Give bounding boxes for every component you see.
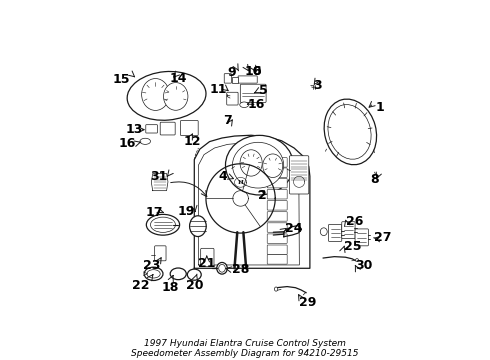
Ellipse shape [225,135,294,195]
FancyBboxPatch shape [267,190,287,199]
Text: 30: 30 [355,259,373,272]
Text: 2: 2 [258,189,267,202]
Text: 11: 11 [210,83,227,96]
Text: 31: 31 [150,170,168,183]
Ellipse shape [150,217,175,233]
FancyBboxPatch shape [267,179,287,188]
Ellipse shape [142,78,170,111]
Text: 28: 28 [232,263,249,276]
Ellipse shape [263,154,283,177]
Text: 7: 7 [223,114,232,127]
Ellipse shape [274,287,278,291]
Text: 20: 20 [186,279,204,292]
Text: 15: 15 [113,73,130,86]
FancyBboxPatch shape [155,246,166,261]
FancyBboxPatch shape [201,248,214,267]
Text: 16: 16 [247,98,265,111]
Text: 18: 18 [162,281,179,294]
Ellipse shape [374,175,377,178]
FancyBboxPatch shape [146,125,157,133]
FancyBboxPatch shape [267,255,287,264]
Text: 6: 6 [252,66,261,78]
Ellipse shape [217,262,227,274]
Text: H: H [238,180,244,185]
Text: 10: 10 [245,66,263,78]
FancyBboxPatch shape [267,223,287,232]
Ellipse shape [147,270,160,278]
Text: 5: 5 [259,84,268,97]
FancyBboxPatch shape [267,158,287,167]
Text: 14: 14 [170,72,187,85]
Text: 4: 4 [219,170,227,183]
Ellipse shape [144,267,163,280]
FancyBboxPatch shape [267,212,287,221]
Text: 12: 12 [183,135,201,148]
Text: 21: 21 [198,257,216,270]
Text: 22: 22 [132,279,149,292]
Ellipse shape [240,150,262,176]
FancyBboxPatch shape [355,229,368,246]
FancyBboxPatch shape [238,76,257,83]
Text: 27: 27 [374,231,391,244]
Ellipse shape [170,268,186,280]
FancyBboxPatch shape [232,77,238,83]
Ellipse shape [232,142,284,188]
FancyBboxPatch shape [227,92,238,105]
FancyBboxPatch shape [267,245,287,255]
Text: 25: 25 [344,240,362,253]
Text: 9: 9 [227,66,236,79]
Ellipse shape [127,72,206,120]
FancyBboxPatch shape [267,168,287,177]
Ellipse shape [328,104,371,159]
FancyBboxPatch shape [267,234,287,243]
FancyBboxPatch shape [328,225,342,242]
Text: 16: 16 [118,137,136,150]
FancyBboxPatch shape [180,121,198,135]
Ellipse shape [240,102,248,108]
Text: 1997 Hyundai Elantra Cruise Control System
Speedometer Assembly Diagram for 9421: 1997 Hyundai Elantra Cruise Control Syst… [131,339,359,358]
Ellipse shape [164,82,188,110]
Ellipse shape [219,264,225,272]
FancyBboxPatch shape [240,84,266,103]
FancyBboxPatch shape [342,222,355,239]
Text: 26: 26 [346,215,363,228]
Text: 3: 3 [313,79,322,92]
FancyBboxPatch shape [267,201,287,210]
Ellipse shape [356,258,358,261]
Text: 13: 13 [125,123,143,136]
Text: 29: 29 [299,296,317,309]
Text: 1: 1 [376,102,385,114]
Text: 24: 24 [286,222,303,235]
Ellipse shape [324,99,377,165]
Text: 8: 8 [370,174,379,186]
Ellipse shape [320,228,327,235]
Text: 17: 17 [146,206,163,219]
FancyBboxPatch shape [290,156,309,194]
FancyBboxPatch shape [224,74,231,83]
Ellipse shape [147,214,180,235]
Text: 19: 19 [178,205,195,218]
Ellipse shape [187,269,201,280]
Ellipse shape [190,216,206,237]
Ellipse shape [140,138,150,144]
FancyBboxPatch shape [160,122,175,135]
Text: 23: 23 [143,259,161,272]
